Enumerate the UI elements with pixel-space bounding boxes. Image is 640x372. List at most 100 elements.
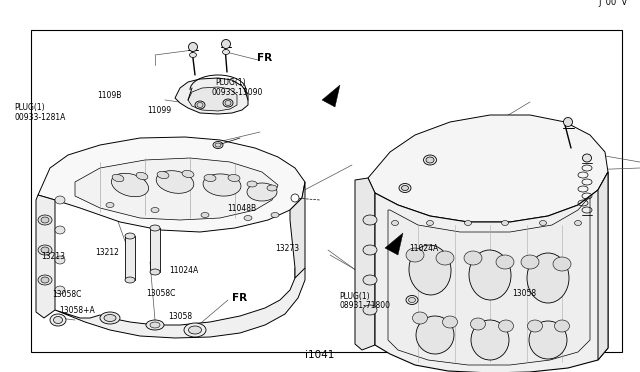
Ellipse shape: [529, 321, 567, 359]
Ellipse shape: [247, 181, 257, 187]
Text: PLUG(1): PLUG(1): [14, 103, 45, 112]
Ellipse shape: [189, 52, 196, 58]
Ellipse shape: [41, 217, 49, 223]
Ellipse shape: [146, 320, 164, 330]
Text: i1041: i1041: [305, 350, 335, 360]
Text: 00933-13090: 00933-13090: [211, 88, 262, 97]
Ellipse shape: [55, 256, 65, 264]
Text: 13058: 13058: [512, 289, 536, 298]
Ellipse shape: [151, 208, 159, 212]
Ellipse shape: [464, 251, 482, 265]
Ellipse shape: [150, 225, 160, 231]
Ellipse shape: [223, 49, 230, 55]
Text: 11099: 11099: [147, 106, 172, 115]
Ellipse shape: [499, 320, 513, 332]
Polygon shape: [388, 196, 590, 365]
Ellipse shape: [100, 312, 120, 324]
Ellipse shape: [363, 305, 377, 315]
Text: 13213: 13213: [42, 252, 65, 261]
Polygon shape: [38, 137, 305, 232]
Bar: [31, 30, 622, 352]
Text: 1109B: 1109B: [97, 92, 122, 100]
Ellipse shape: [189, 326, 202, 334]
Text: 13273: 13273: [275, 244, 300, 253]
Ellipse shape: [38, 275, 52, 285]
Text: 13058+A: 13058+A: [59, 306, 95, 315]
Polygon shape: [598, 172, 608, 360]
Ellipse shape: [413, 312, 428, 324]
Ellipse shape: [527, 253, 569, 303]
Ellipse shape: [406, 248, 424, 262]
Polygon shape: [175, 78, 248, 114]
Ellipse shape: [136, 172, 148, 180]
Ellipse shape: [409, 245, 451, 295]
Ellipse shape: [247, 183, 277, 201]
Ellipse shape: [554, 320, 570, 332]
Polygon shape: [375, 172, 608, 372]
Ellipse shape: [424, 155, 436, 165]
Polygon shape: [36, 195, 55, 318]
Ellipse shape: [291, 194, 299, 202]
Polygon shape: [322, 85, 340, 107]
Ellipse shape: [55, 226, 65, 234]
Ellipse shape: [408, 298, 415, 302]
Ellipse shape: [363, 245, 377, 255]
Text: PLUG(1): PLUG(1): [216, 78, 246, 87]
Ellipse shape: [496, 255, 514, 269]
Text: FR: FR: [232, 294, 247, 303]
Ellipse shape: [104, 314, 116, 321]
Ellipse shape: [401, 186, 408, 190]
Ellipse shape: [399, 183, 411, 192]
Ellipse shape: [228, 174, 240, 182]
Ellipse shape: [197, 103, 203, 108]
Ellipse shape: [465, 221, 472, 225]
Ellipse shape: [112, 174, 124, 182]
Polygon shape: [55, 268, 305, 338]
Polygon shape: [385, 233, 403, 255]
Text: J  00  V: J 00 V: [598, 0, 627, 7]
Ellipse shape: [426, 221, 433, 225]
Ellipse shape: [223, 99, 233, 107]
Text: 11024A: 11024A: [410, 244, 439, 253]
Text: 13058C: 13058C: [146, 289, 175, 298]
Ellipse shape: [221, 39, 230, 48]
Ellipse shape: [125, 277, 135, 283]
Text: 13058: 13058: [168, 312, 193, 321]
Polygon shape: [290, 182, 305, 278]
Ellipse shape: [150, 322, 160, 328]
Ellipse shape: [38, 245, 52, 255]
Ellipse shape: [150, 269, 160, 275]
Text: 11024A: 11024A: [170, 266, 199, 275]
Ellipse shape: [442, 316, 458, 328]
Ellipse shape: [575, 221, 582, 225]
Text: PLUG(1): PLUG(1): [339, 292, 370, 301]
Text: 11048B: 11048B: [227, 204, 257, 213]
Ellipse shape: [125, 233, 135, 239]
Ellipse shape: [106, 202, 114, 208]
Ellipse shape: [38, 215, 52, 225]
Ellipse shape: [392, 221, 399, 225]
Ellipse shape: [244, 215, 252, 221]
Ellipse shape: [213, 141, 223, 148]
Ellipse shape: [156, 171, 194, 193]
Polygon shape: [150, 228, 160, 272]
Ellipse shape: [50, 314, 66, 326]
Ellipse shape: [267, 185, 277, 191]
Ellipse shape: [469, 250, 511, 300]
Ellipse shape: [436, 251, 454, 265]
Ellipse shape: [195, 101, 205, 109]
Ellipse shape: [182, 170, 194, 177]
Ellipse shape: [225, 100, 231, 106]
Text: FR: FR: [257, 53, 272, 62]
Ellipse shape: [204, 174, 216, 182]
Polygon shape: [355, 178, 375, 350]
Ellipse shape: [157, 171, 169, 179]
Text: 00933-1281A: 00933-1281A: [14, 113, 65, 122]
Ellipse shape: [527, 320, 543, 332]
Ellipse shape: [111, 173, 148, 197]
Polygon shape: [188, 87, 237, 111]
Ellipse shape: [55, 286, 65, 294]
Ellipse shape: [521, 255, 539, 269]
Ellipse shape: [426, 157, 434, 163]
Ellipse shape: [215, 143, 221, 147]
